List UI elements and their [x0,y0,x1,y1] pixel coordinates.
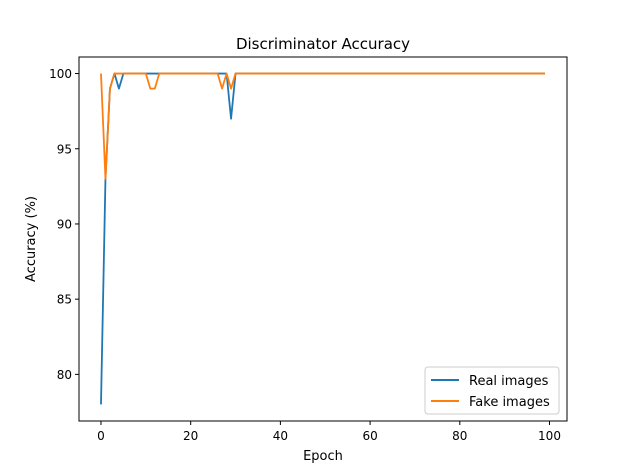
axes-frame [78,56,568,422]
x-axis-ticks: 0 20 40 60 80 100 [97,421,561,443]
y-axis-ticks: 80 85 90 95 100 [49,67,79,382]
y-tick-label: 85 [57,293,72,307]
x-axis-label: Epoch [303,449,343,464]
legend-box [424,366,560,415]
legend-label-fake: Fake images [469,395,550,410]
legend: Real images Fake images [424,366,560,415]
x-tick-label: 80 [452,429,467,443]
series-line-fake-images [100,72,546,180]
x-tick-label: 60 [362,429,377,443]
x-tick-label: 20 [183,429,198,443]
y-tick-label: 100 [49,67,72,81]
y-axis-label: Accuracy (%) [24,196,39,282]
series-layer [100,72,546,405]
chart-title: Discriminator Accuracy [236,35,410,53]
legend-label-real: Real images [469,374,549,389]
x-tick-label: 100 [538,429,561,443]
y-tick-label: 90 [57,217,72,231]
plot-area [79,57,567,421]
x-tick-label: 0 [97,429,105,443]
y-tick-label: 80 [57,368,72,382]
y-tick-label: 95 [57,142,72,156]
x-tick-label: 40 [273,429,288,443]
